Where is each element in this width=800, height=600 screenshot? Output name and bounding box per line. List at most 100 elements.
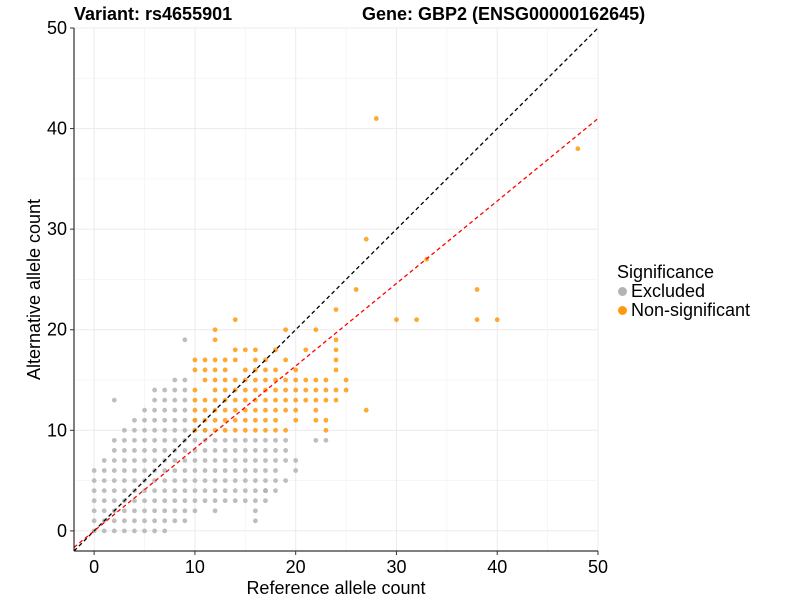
data-point xyxy=(212,357,218,363)
data-point xyxy=(263,458,268,463)
data-point xyxy=(142,427,147,433)
data-point xyxy=(172,468,178,473)
data-point xyxy=(152,488,158,494)
data-point xyxy=(313,417,319,423)
data-point xyxy=(242,458,248,463)
data-point xyxy=(132,528,137,534)
data-point xyxy=(212,337,218,343)
data-point xyxy=(192,387,198,393)
data-point xyxy=(192,498,198,504)
data-point xyxy=(192,357,198,363)
data-point xyxy=(162,387,168,393)
data-point xyxy=(152,508,158,514)
data-point xyxy=(132,437,137,443)
data-point xyxy=(152,397,158,403)
legend-title: Significance xyxy=(617,262,715,282)
data-point xyxy=(363,236,369,242)
data-point xyxy=(91,488,97,494)
data-point xyxy=(132,417,137,423)
data-point xyxy=(343,377,349,383)
data-point xyxy=(152,448,158,453)
data-point xyxy=(182,488,188,494)
data-point xyxy=(232,478,238,483)
legend-swatch-excluded xyxy=(618,287,627,296)
data-point xyxy=(172,377,178,383)
data-point xyxy=(232,317,238,323)
data-point xyxy=(242,478,248,483)
data-point xyxy=(142,437,147,443)
data-point xyxy=(172,387,178,393)
data-point xyxy=(142,518,147,524)
data-point xyxy=(162,437,168,443)
data-point xyxy=(252,458,258,463)
data-point xyxy=(242,498,248,504)
data-point xyxy=(212,498,218,504)
data-point xyxy=(111,448,117,453)
data-point xyxy=(192,458,198,463)
data-point xyxy=(273,387,278,393)
data-point xyxy=(192,478,198,483)
data-point xyxy=(162,448,168,453)
data-point xyxy=(91,508,97,514)
data-point xyxy=(212,387,218,393)
data-point xyxy=(242,347,248,353)
data-point xyxy=(222,498,228,504)
data-point xyxy=(91,468,97,473)
data-point xyxy=(162,518,168,524)
data-point xyxy=(172,498,178,504)
data-point xyxy=(212,478,218,483)
data-point xyxy=(363,407,369,413)
data-point xyxy=(232,458,238,463)
data-point xyxy=(303,377,309,383)
data-point xyxy=(313,437,319,443)
data-point xyxy=(142,458,147,463)
data-point xyxy=(162,407,168,413)
data-point xyxy=(232,437,238,443)
data-point xyxy=(313,327,319,333)
data-point xyxy=(192,407,198,413)
data-point xyxy=(172,508,178,514)
data-point xyxy=(152,417,158,423)
data-point xyxy=(263,367,268,373)
legend-label-excluded: Excluded xyxy=(631,281,706,301)
data-point xyxy=(252,448,258,453)
x-tick-label: 0 xyxy=(89,557,99,577)
data-point xyxy=(293,387,299,393)
data-point xyxy=(101,498,107,504)
data-point xyxy=(182,518,188,524)
data-point xyxy=(333,337,339,343)
data-point xyxy=(142,407,147,413)
data-point xyxy=(111,518,117,524)
data-point xyxy=(242,488,248,494)
data-point xyxy=(222,478,228,483)
identity-line xyxy=(74,28,598,551)
data-point xyxy=(192,488,198,494)
data-point xyxy=(132,518,137,524)
data-point xyxy=(252,407,258,413)
data-point xyxy=(182,448,188,453)
data-point xyxy=(91,518,97,524)
data-point xyxy=(212,377,218,383)
legend: Significance Excluded Non-significant xyxy=(617,262,750,320)
data-point xyxy=(232,407,238,413)
data-point xyxy=(263,397,268,403)
data-point xyxy=(121,437,127,443)
data-point xyxy=(283,387,289,393)
data-point xyxy=(162,498,168,504)
data-point xyxy=(172,478,178,483)
data-point xyxy=(252,498,258,504)
data-point xyxy=(273,367,278,373)
data-point xyxy=(273,488,278,494)
data-point xyxy=(242,367,248,373)
data-point xyxy=(232,417,238,423)
data-point xyxy=(172,427,178,433)
data-point xyxy=(222,458,228,463)
data-point xyxy=(283,397,289,403)
data-point xyxy=(323,427,329,433)
y-tick-label: 20 xyxy=(47,320,67,340)
y-tick-label: 50 xyxy=(47,18,67,38)
data-point xyxy=(222,377,228,383)
data-point xyxy=(273,437,278,443)
data-point xyxy=(252,387,258,393)
data-point xyxy=(232,397,238,403)
